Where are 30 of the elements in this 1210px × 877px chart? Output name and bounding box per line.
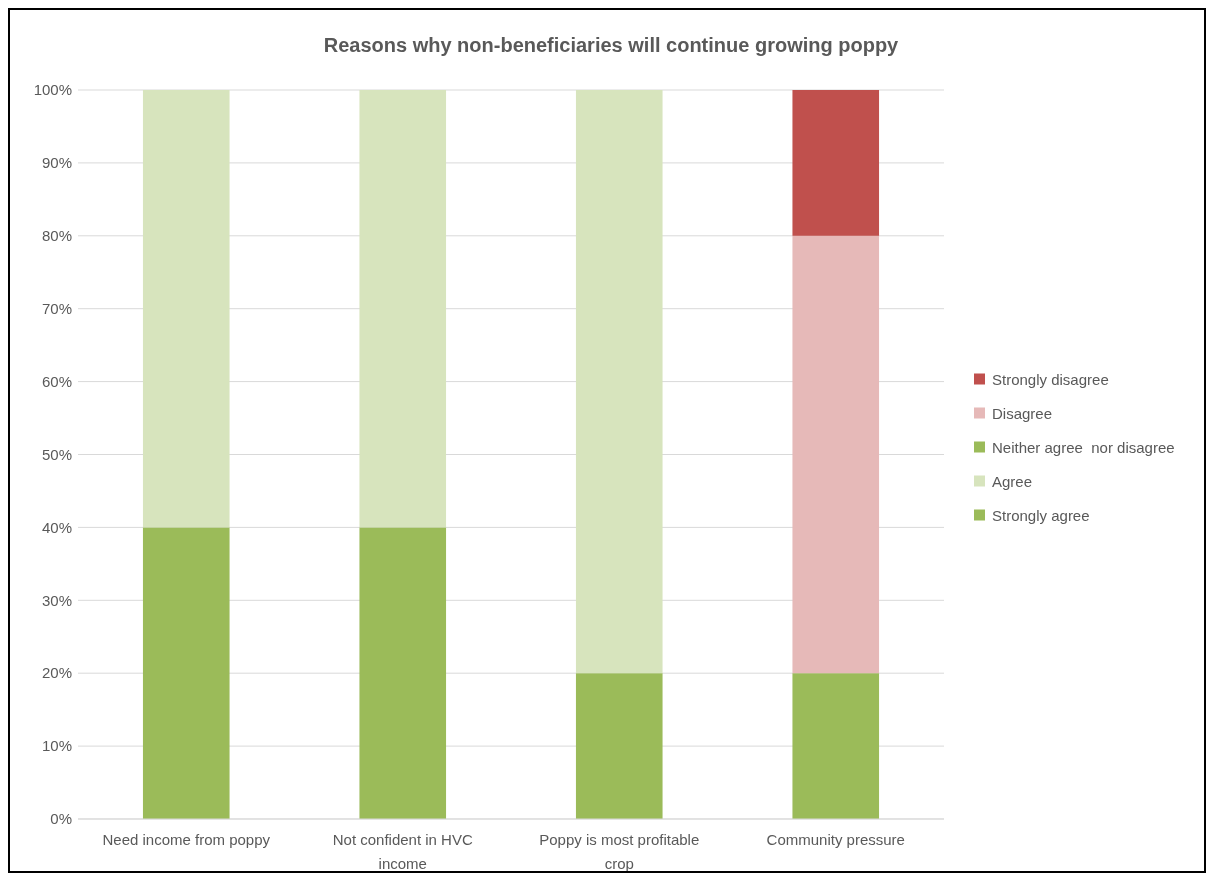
y-tick-label: 60% (41, 372, 72, 390)
bar (359, 527, 447, 819)
legend-label: Strongly agree (992, 506, 1090, 524)
bar (142, 527, 230, 819)
y-tick-label: 40% (41, 518, 72, 536)
bar (575, 673, 663, 819)
x-tick-label: Need income from poppy (102, 831, 271, 848)
y-tick-label: 80% (41, 227, 72, 245)
chart-title: Reasons why non-beneficiaries will continue growing poppy (323, 34, 900, 56)
legend-label: Disagree (992, 404, 1053, 422)
y-tick-label: 100% (33, 81, 72, 99)
bar (792, 673, 880, 819)
y-tick-label: 0% (50, 810, 72, 828)
y-tick-label: 10% (41, 737, 72, 755)
y-tick-label: 50% (41, 445, 72, 463)
legend-label: Strongly disagree (992, 370, 1109, 388)
bar (359, 90, 447, 528)
x-tick-label: Not confident in HVC income (332, 831, 473, 872)
y-tick-label: 20% (41, 664, 72, 682)
x-tick-label: Poppy is most profitable crop (539, 831, 700, 872)
y-tick-label: 90% (41, 154, 72, 172)
y-tick-label: 70% (41, 299, 72, 317)
legend-label: Neither agree nor disagree (992, 438, 1175, 456)
x-tick-label: Community pressure (766, 831, 905, 848)
legend-label: Agree (992, 472, 1033, 490)
y-tick-label: 30% (41, 591, 72, 609)
bar (575, 90, 663, 674)
bar (142, 90, 230, 528)
bar (792, 90, 880, 236)
bar (792, 235, 880, 674)
